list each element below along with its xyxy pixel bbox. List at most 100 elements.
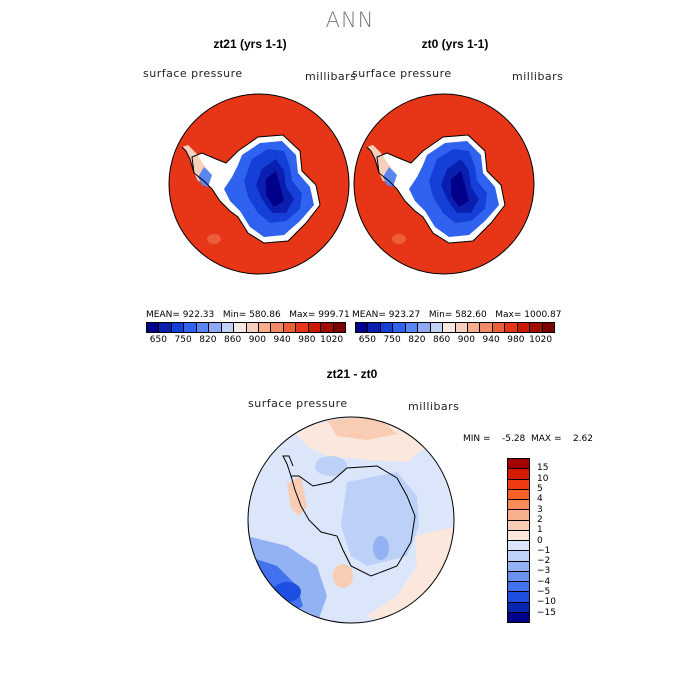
- colorbar-swatch: [508, 459, 529, 470]
- anomaly-patch: [207, 234, 221, 244]
- peninsula-contour: [383, 167, 397, 187]
- colorbar-swatch: [508, 479, 529, 490]
- colorbar-swatch: [508, 510, 529, 521]
- colorbar-tick-label: 10: [537, 473, 549, 484]
- negative-anomaly-north: [315, 456, 347, 476]
- colorbar-tick-label: 820: [199, 335, 217, 345]
- colorbar-swatch: [368, 323, 381, 332]
- colorbar-swatch: [283, 323, 297, 332]
- colorbar-tick-label: −5: [537, 587, 551, 598]
- colorbar-tick-label: −2: [537, 556, 551, 567]
- colorbar-swatch: [508, 571, 529, 582]
- colorbar-swatch: [508, 602, 529, 613]
- colorbar-swatch: [333, 323, 345, 332]
- colorbar-tick-label: 4: [537, 494, 543, 505]
- units-label-right: millibars: [512, 70, 564, 83]
- colorbar-swatch: [508, 541, 529, 552]
- variable-label-diff: surface pressure: [248, 397, 348, 410]
- colorbar-swatch: [296, 323, 309, 332]
- colorbar-tick-label: 940: [482, 335, 500, 345]
- colorbar-swatch: [505, 323, 518, 332]
- coastline-peninsula: [282, 455, 294, 477]
- stats-diff: MIN = -5.28 MAX = 2.62: [463, 434, 593, 444]
- panel-title-left: zt21 (yrs 1-1): [213, 37, 287, 51]
- variable-label-left: surface pressure: [143, 67, 243, 80]
- map-border: [353, 93, 535, 275]
- units-label-left: millibars: [305, 70, 357, 83]
- colorbar-tick-label: 900: [457, 335, 475, 345]
- colorbar-swatch: [258, 323, 272, 332]
- colorbar-ticks-left: 650 750 820 860 900 940 980 1020: [146, 335, 344, 347]
- colorbar-swatch: [171, 323, 185, 332]
- colorbar-tick-label: 650: [358, 335, 376, 345]
- polar-map-left: [168, 93, 350, 275]
- colorbar-tick-label: 650: [149, 335, 167, 345]
- colorbar-tick-label: 3: [537, 504, 543, 515]
- colorbar-swatch: [530, 323, 543, 332]
- colorbar-tick-label: 2: [537, 514, 543, 525]
- colorbar-ticks-diff: 15 10 5 4 3 2 1 0 −1 −2 −3 −4 −5 −10 −15: [537, 458, 577, 623]
- colorbar-tick-label: 750: [174, 335, 192, 345]
- colorbar-swatch: [517, 323, 531, 332]
- colorbar-swatch: [308, 323, 322, 332]
- page-title: ANN: [325, 8, 375, 32]
- contour-peak: [451, 171, 469, 207]
- colorbar-tick-label: 820: [408, 335, 426, 345]
- colorbar-tick-label: −3: [537, 566, 551, 577]
- colorbar-tick-label: 1020: [529, 335, 553, 345]
- colorbar-swatch: [209, 323, 222, 332]
- panel-title-diff: zt21 - zt0: [326, 367, 378, 381]
- coastline-peninsula: [366, 146, 380, 174]
- map-border: [247, 416, 455, 624]
- colorbar-tick-label: −15: [537, 607, 556, 618]
- colorbar-tick-label: −4: [537, 576, 551, 587]
- coastline-peninsula: [181, 146, 195, 174]
- contour-peak: [266, 171, 284, 207]
- colorbar-tick-label: 900: [248, 335, 266, 345]
- colorbar-swatch: [508, 489, 529, 500]
- map-border: [168, 93, 350, 275]
- peninsula-contour: [198, 167, 212, 187]
- colorbar-swatch: [480, 323, 493, 332]
- colorbar-swatch: [321, 323, 334, 332]
- colorbar-swatch: [159, 323, 172, 332]
- colorbar-tick-label: 940: [273, 335, 291, 345]
- positive-anomaly-south: [333, 564, 353, 588]
- positive-region-north-core: [327, 417, 397, 440]
- colorbar-swatch: [356, 323, 369, 332]
- colorbar-tick-label: 1020: [320, 335, 344, 345]
- colorbar-tick-label: 1: [537, 525, 543, 536]
- colorbar-swatch: [418, 323, 431, 332]
- stats-right: MEAN= 923.27 Min= 582.60 Max= 1000.87: [352, 310, 562, 320]
- colorbar-left: [146, 322, 346, 333]
- colorbar-swatch: [508, 561, 529, 572]
- colorbar-ticks-right: 650 750 820 860 900 940 980 1020: [355, 335, 553, 347]
- colorbar-swatch: [508, 500, 529, 511]
- colorbar-swatch: [542, 323, 554, 332]
- anomaly-patch: [392, 234, 406, 244]
- colorbar-swatch: [455, 323, 468, 332]
- coastline: [290, 465, 416, 577]
- panel-title-right: zt0 (yrs 1-1): [421, 37, 489, 51]
- colorbar-swatch: [508, 551, 529, 562]
- colorbar-right: [355, 322, 555, 333]
- colorbar-tick-label: 980: [507, 335, 525, 345]
- colorbar-swatch: [508, 530, 529, 541]
- colorbar-swatch: [467, 323, 481, 332]
- colorbar-swatch: [184, 323, 197, 332]
- coastline: [191, 134, 321, 244]
- polar-map-right: [353, 93, 535, 275]
- stats-left: MEAN= 922.33 Min= 580.86 Max= 999.71: [146, 310, 350, 320]
- colorbar-swatch: [492, 323, 506, 332]
- coastline: [376, 134, 506, 244]
- colorbar-swatch: [393, 323, 406, 332]
- colorbar-tick-label: 860: [433, 335, 451, 345]
- colorbar-swatch: [271, 323, 284, 332]
- continent-diff-field: [341, 472, 419, 566]
- colorbar-tick-label: 5: [537, 483, 543, 494]
- colorbar-swatch: [430, 323, 444, 332]
- colorbar-swatch: [147, 323, 160, 332]
- continent-diff-core: [373, 536, 389, 560]
- colorbar-swatch: [405, 323, 419, 332]
- colorbar-tick-label: −10: [537, 597, 556, 608]
